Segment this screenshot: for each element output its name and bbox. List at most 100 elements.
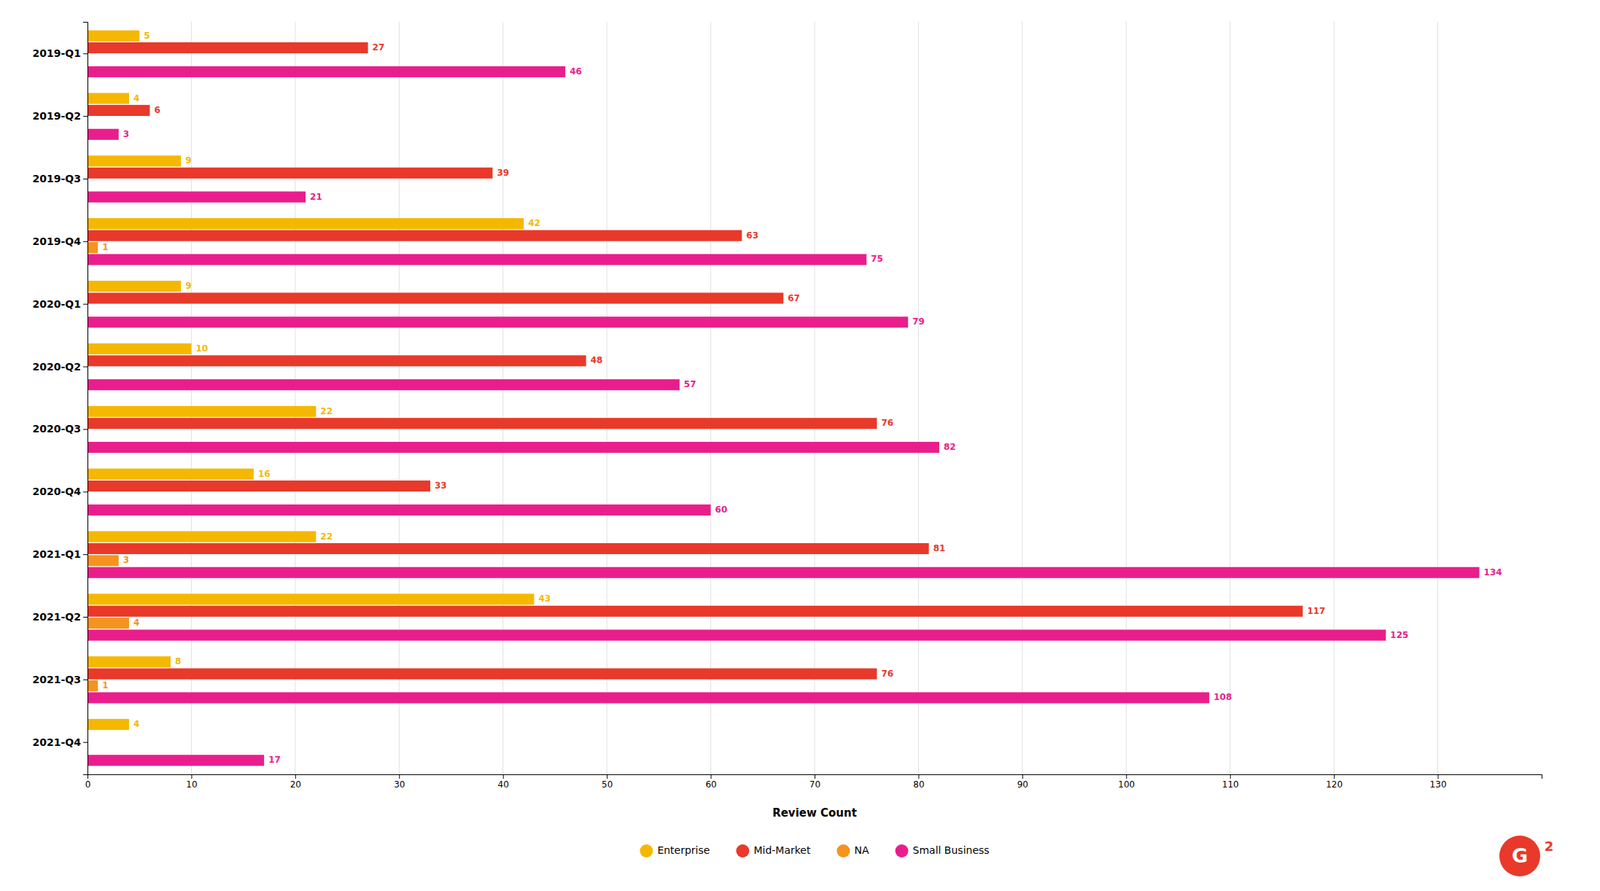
x-tick-mark <box>503 774 504 779</box>
y-tick-mark <box>83 679 88 681</box>
legend-item: Enterprise <box>639 844 710 858</box>
data-label: 16 <box>258 468 271 480</box>
grid-line <box>398 21 400 775</box>
y-tick-label: 2019-Q1 <box>32 47 81 60</box>
x-tick-label: 50 <box>601 779 613 790</box>
data-label: 4 <box>133 93 140 104</box>
bar <box>87 129 119 141</box>
grid-line <box>606 21 608 775</box>
bar-series <box>87 242 130 692</box>
legend-swatch <box>836 844 850 858</box>
bar <box>87 343 192 355</box>
x-tick-mark <box>814 774 816 779</box>
y-tick-mark <box>83 491 88 493</box>
data-label: 57 <box>684 379 697 390</box>
data-label: 4 <box>133 719 140 730</box>
bar-series <box>87 42 1303 680</box>
bar <box>87 105 150 116</box>
x-tick-label: 110 <box>1222 779 1240 790</box>
legend-label: Mid-Market <box>753 844 811 857</box>
bar <box>87 155 181 167</box>
bar <box>87 480 431 492</box>
data-label: 39 <box>496 167 510 178</box>
y-tick-mark <box>83 616 88 618</box>
bar <box>87 593 534 605</box>
x-tick-mark <box>1230 774 1231 779</box>
grid-line <box>1125 21 1127 775</box>
legend-item: Mid-Market <box>735 844 811 858</box>
data-label: 63 <box>746 230 759 241</box>
x-tick: 120 <box>1325 774 1343 790</box>
data-label: 125 <box>1389 630 1409 641</box>
bar <box>87 656 171 668</box>
legend-item: NA <box>836 844 869 858</box>
x-tick: 110 <box>1222 774 1240 790</box>
y-tick: 2020-Q3 <box>32 422 88 435</box>
x-tick: 130 <box>1430 774 1447 790</box>
y-axis-line <box>83 22 89 776</box>
legend-swatch <box>639 844 653 858</box>
bar <box>87 379 680 391</box>
y-tick-mark <box>83 428 88 430</box>
data-label: 22 <box>320 531 333 542</box>
bar <box>87 355 587 367</box>
y-tick-mark <box>83 554 88 555</box>
y-tick-label: 2020-Q1 <box>32 298 81 310</box>
data-label: 81 <box>933 543 946 554</box>
y-tick: 2021-Q4 <box>32 736 88 749</box>
x-tick: 10 <box>185 774 197 790</box>
x-tick: 20 <box>290 774 302 790</box>
x-tick-label: 90 <box>1017 779 1029 790</box>
y-axis: 2019-Q12019-Q22019-Q32019-Q42020-Q12020-… <box>32 22 89 776</box>
y-tick-mark <box>83 178 88 180</box>
plot: 5494291022162243842763963674876338111776… <box>32 21 1543 790</box>
y-tick: 2019-Q1 <box>32 47 88 60</box>
logo-circle <box>1499 835 1541 877</box>
x-tick-label: 40 <box>498 779 510 790</box>
data-label: 22 <box>320 406 333 417</box>
y-tick-label: 2019-Q4 <box>32 235 82 248</box>
y-tick-label: 2021-Q3 <box>32 673 81 686</box>
x-tick-label: 10 <box>185 779 197 790</box>
grid-line <box>1021 21 1023 775</box>
bar <box>87 191 306 203</box>
x-tick: 60 <box>705 774 717 790</box>
x-axis-title: Review Count <box>772 806 857 820</box>
bar <box>87 230 742 242</box>
data-label: 75 <box>870 253 884 264</box>
data-label: 3 <box>123 554 130 566</box>
legend-label: Small Business <box>913 844 990 857</box>
x-axis-line <box>88 775 1543 780</box>
y-tick: 2019-Q2 <box>32 110 88 122</box>
bar <box>87 92 130 104</box>
x-tick-mark <box>918 774 919 779</box>
grid-line <box>710 21 712 775</box>
bar <box>87 554 119 566</box>
bar <box>87 617 130 629</box>
bar <box>87 543 930 555</box>
x-tick-mark <box>1438 774 1439 779</box>
logo: G2 <box>1499 835 1554 877</box>
grid-line <box>1333 21 1335 775</box>
bar <box>87 630 1386 642</box>
bar <box>87 167 493 179</box>
x-tick-label: 0 <box>85 779 92 790</box>
data-label: 43 <box>538 593 551 604</box>
grid-line <box>814 21 816 775</box>
data-label: 17 <box>268 754 281 765</box>
legend-swatch <box>735 844 749 858</box>
y-tick-label: 2021-Q4 <box>32 736 82 749</box>
data-label: 134 <box>1484 567 1503 578</box>
y-tick: 2021-Q1 <box>32 548 88 561</box>
y-tick-label: 2020-Q3 <box>32 422 81 435</box>
legend-label: NA <box>853 844 869 857</box>
x-tick: 80 <box>913 774 924 790</box>
x-tick-mark <box>1333 774 1335 779</box>
chart: 5494291022162243842763963674876338111776… <box>0 0 1600 891</box>
y-tick: 2020-Q2 <box>32 360 88 373</box>
bar <box>87 280 181 292</box>
data-label: 108 <box>1213 692 1232 703</box>
y-tick: 2020-Q1 <box>32 298 88 310</box>
data-label: 27 <box>372 42 386 53</box>
bar <box>87 253 867 265</box>
